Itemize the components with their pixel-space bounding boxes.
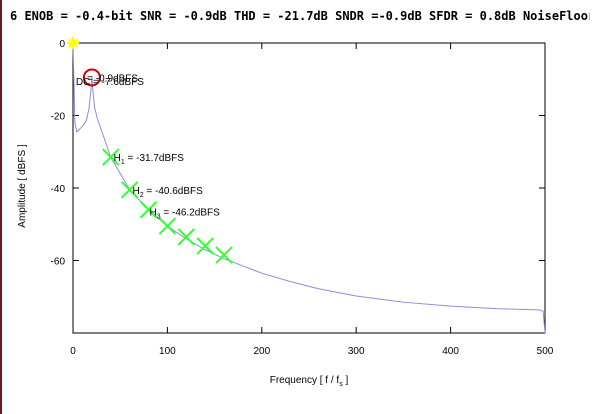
x-axis-label-sub: s	[339, 381, 343, 388]
x-axis-label: Frequency [ f / fs ]	[270, 375, 349, 388]
x-tick-label: 300	[348, 346, 365, 357]
fundamental-marker	[82, 68, 101, 87]
x-tick-label: 500	[537, 346, 554, 357]
annotation-label: H3 = -46.2dBFS	[149, 208, 220, 221]
harmonic-marker	[139, 201, 158, 219]
annotation-label: DC = -7.6dBFS	[76, 77, 144, 88]
y-tick-label: -20	[51, 112, 66, 123]
harmonic-marker	[196, 237, 214, 255]
annotation-label: H2 = -40.6dBFS	[132, 186, 203, 199]
x-tick-label: 200	[253, 346, 270, 357]
chart-title: 6 ENOB = -0.4-bit SNR = -0.9dB THD = -21…	[10, 9, 590, 23]
harmonic-marker	[177, 228, 195, 246]
dc-marker	[67, 37, 79, 49]
x-axis-label-end: ]	[343, 375, 349, 386]
harmonic-marker	[158, 217, 177, 235]
y-tick-label: -40	[51, 184, 66, 195]
x-tick-label: 400	[442, 346, 459, 357]
annotation-label: = -0.9dBFS	[87, 73, 138, 84]
harmonic-marker	[215, 246, 233, 264]
x-tick-label: 0	[70, 346, 76, 357]
y-tick-label: -60	[51, 257, 66, 268]
y-tick-label: 0	[59, 39, 65, 50]
window-left-border	[0, 0, 2, 414]
y-axis-label: Amplitude [ dBFS ]	[17, 144, 28, 228]
annotation-label: H1 = -31.7dBFS	[114, 153, 185, 166]
harmonic-marker	[120, 181, 139, 199]
harmonic-marker	[102, 148, 120, 166]
x-tick-label: 100	[159, 346, 176, 357]
x-axis-label-main: Frequency [ f / f	[270, 375, 340, 386]
